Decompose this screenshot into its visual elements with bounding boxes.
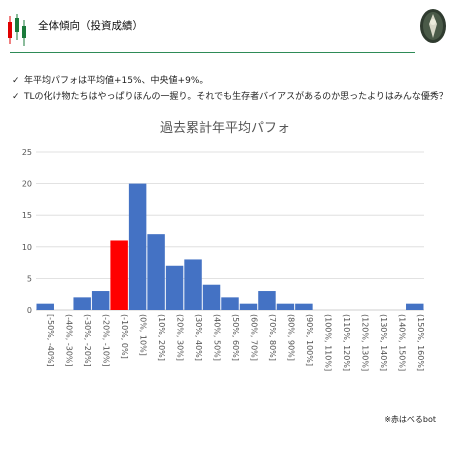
header-divider xyxy=(10,52,415,53)
x-axis-ticks: [-50%, -40%] (-40%, -30%] (-30%, -20%] (-20… xyxy=(46,314,425,371)
bar xyxy=(36,303,54,310)
x-tick-label: (-20%, -10%] xyxy=(102,314,111,367)
x-tick-label: (-30%, -20%] xyxy=(83,314,92,367)
candlestick-logo-icon xyxy=(8,14,26,46)
y-tick-label: 20 xyxy=(22,180,32,189)
x-tick-label: (110%, 120%] xyxy=(342,314,351,371)
x-tick-label: (40%, 50%] xyxy=(213,314,222,361)
x-tick-label: (60%, 70%] xyxy=(249,314,258,361)
footnote: ※赤はべるbot xyxy=(384,415,436,424)
bar xyxy=(73,297,91,310)
x-tick-label: (150%, 160%] xyxy=(416,314,425,371)
bullet-text-2: TLの化け物たちはやっぱりほんの一握り。それでも生存者バイアスがあるのか思ったよ… xyxy=(24,92,448,102)
x-tick-label: (-10%, 0%] xyxy=(120,314,129,359)
x-tick-label: (90%, 100%] xyxy=(305,314,314,366)
bar xyxy=(91,291,110,310)
x-tick-label: (140%, 150%] xyxy=(397,314,406,371)
x-tick-label: (50%, 60%] xyxy=(231,314,240,361)
x-tick-label: (10%, 20%] xyxy=(157,314,166,361)
check-icon: ✓ xyxy=(12,76,20,86)
chart-title: 過去累計年平均パフォ xyxy=(160,120,290,136)
bar xyxy=(110,240,128,310)
summary-bullets: ✓ 年平均パフォは平均値+15%、中央値+9%。 ✓ TLの化け物たちはやっぱりほん… xyxy=(12,73,448,105)
bar xyxy=(295,303,313,310)
crest-emblem-icon xyxy=(420,9,446,43)
x-tick-label: [-50%, -40%] xyxy=(46,314,55,367)
bar xyxy=(221,297,239,310)
y-tick-label: 15 xyxy=(22,211,32,220)
bar xyxy=(239,303,258,310)
bullet-text-1: 年平均パフォは平均値+15%、中央値+9%。 xyxy=(24,76,209,86)
bar xyxy=(258,291,276,310)
x-tick-label: (0%, 10%] xyxy=(139,314,148,356)
page-title: 全体傾向（投資成績） xyxy=(38,20,143,32)
bar xyxy=(202,284,221,310)
slide-header: 全体傾向（投資成績） xyxy=(0,0,450,58)
bar xyxy=(165,265,184,310)
grid-lines xyxy=(36,151,424,311)
x-tick-label: (20%, 30%] xyxy=(176,314,185,361)
x-tick-label: (100%, 110%] xyxy=(323,314,332,371)
y-tick-label: 5 xyxy=(27,274,32,283)
histogram-chart: 過去累計年平均パフォ 0 5 10 15 20 25 [-50%, -40%] (-40%,… xyxy=(22,120,425,371)
bar xyxy=(128,183,147,310)
x-tick-label: (120%, 130%] xyxy=(360,314,369,371)
check-icon: ✓ xyxy=(12,92,20,102)
bar xyxy=(406,303,424,310)
x-tick-label: (70%, 80%] xyxy=(268,314,277,361)
y-axis-ticks: 0 5 10 15 20 25 xyxy=(22,148,32,315)
y-tick-label: 0 xyxy=(27,306,32,315)
y-tick-label: 10 xyxy=(22,243,32,252)
x-tick-label: (80%, 90%] xyxy=(286,314,295,361)
y-tick-label: 25 xyxy=(22,148,32,157)
bar xyxy=(147,234,165,310)
bullet-item-1: ✓ 年平均パフォは平均値+15%、中央値+9%。 xyxy=(12,73,442,89)
x-tick-label: (130%, 140%] xyxy=(379,314,388,371)
bar xyxy=(276,303,295,310)
x-tick-label: (30%, 40%] xyxy=(194,314,203,361)
bullet-item-2: ✓ TLの化け物たちはやっぱりほんの一握り。それでも生存者バイアスがあるのか思った… xyxy=(12,89,448,105)
x-tick-label: (-40%, -30%] xyxy=(65,314,74,367)
bars xyxy=(36,183,424,310)
bar xyxy=(184,259,202,310)
